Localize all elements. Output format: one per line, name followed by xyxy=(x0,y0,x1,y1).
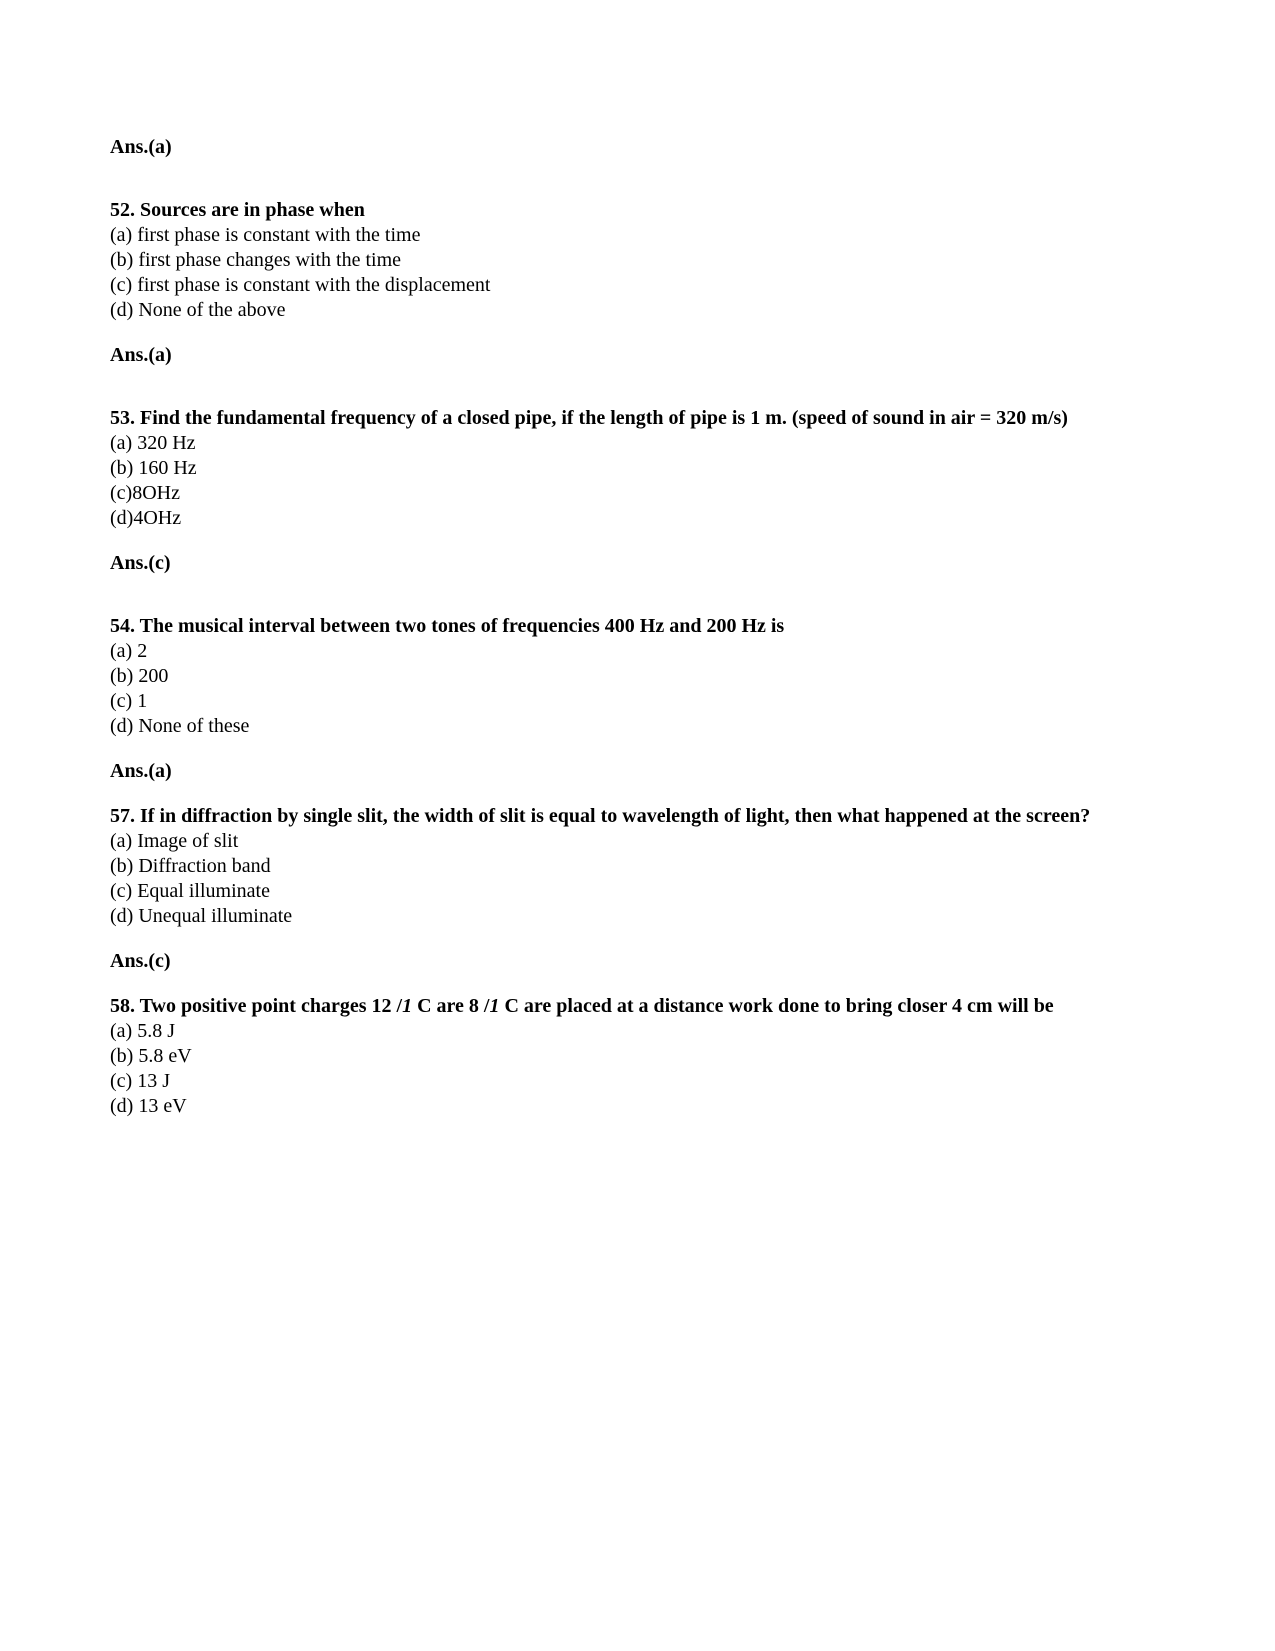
previous-answer: Ans.(a) xyxy=(110,135,1165,160)
question-stem: 53. Find the fundamental frequency of a … xyxy=(110,406,1165,431)
answer-52: Ans.(a) xyxy=(110,343,1165,368)
question-53: 53. Find the fundamental frequency of a … xyxy=(110,406,1165,531)
option-c: (c) Equal illuminate xyxy=(110,879,1165,904)
question-58: 58. Two positive point charges 12 /1 C a… xyxy=(110,994,1165,1119)
option-a: (a) first phase is constant with the tim… xyxy=(110,223,1165,248)
option-b: (b) first phase changes with the time xyxy=(110,248,1165,273)
option-b: (b) 200 xyxy=(110,664,1165,689)
answer-53: Ans.(c) xyxy=(110,551,1165,576)
option-d: (d) None of these xyxy=(110,714,1165,739)
option-b: (b) Diffraction band xyxy=(110,854,1165,879)
option-a: (a) 2 xyxy=(110,639,1165,664)
document-page: Ans.(a) 52. Sources are in phase when (a… xyxy=(0,0,1275,1219)
question-57: 57. If in diffraction by single slit, th… xyxy=(110,804,1165,929)
option-b: (b) 160 Hz xyxy=(110,456,1165,481)
option-d: (d) 13 eV xyxy=(110,1094,1165,1119)
answer-54: Ans.(a) xyxy=(110,759,1165,784)
question-54: 54. The musical interval between two ton… xyxy=(110,614,1165,739)
option-d: (d) None of the above xyxy=(110,298,1165,323)
option-b: (b) 5.8 eV xyxy=(110,1044,1165,1069)
option-d: (d)4OHz xyxy=(110,506,1165,531)
question-stem: 58. Two positive point charges 12 /1 C a… xyxy=(110,994,1165,1019)
option-d: (d) Unequal illuminate xyxy=(110,904,1165,929)
question-stem: 52. Sources are in phase when xyxy=(110,198,1165,223)
question-stem: 54. The musical interval between two ton… xyxy=(110,614,1165,639)
option-c: (c)8OHz xyxy=(110,481,1165,506)
option-c: (c) first phase is constant with the dis… xyxy=(110,273,1165,298)
question-stem: 57. If in diffraction by single slit, th… xyxy=(110,804,1165,829)
option-c: (c) 13 J xyxy=(110,1069,1165,1094)
option-a: (a) 5.8 J xyxy=(110,1019,1165,1044)
option-a: (a) 320 Hz xyxy=(110,431,1165,456)
option-a: (a) Image of slit xyxy=(110,829,1165,854)
answer-57: Ans.(c) xyxy=(110,949,1165,974)
question-52: 52. Sources are in phase when (a) first … xyxy=(110,198,1165,323)
option-c: (c) 1 xyxy=(110,689,1165,714)
